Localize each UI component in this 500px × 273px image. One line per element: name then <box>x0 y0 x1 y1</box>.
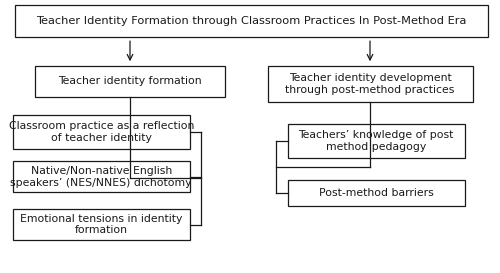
FancyBboxPatch shape <box>15 5 488 37</box>
FancyBboxPatch shape <box>268 66 472 102</box>
Text: Post-method barriers: Post-method barriers <box>319 188 434 198</box>
FancyBboxPatch shape <box>288 180 465 206</box>
Text: Emotional tensions in identity
formation: Emotional tensions in identity formation <box>20 214 182 235</box>
FancyBboxPatch shape <box>12 161 190 192</box>
FancyBboxPatch shape <box>35 66 225 97</box>
Text: Teacher Identity Formation through Classroom Practices In Post-Method Era: Teacher Identity Formation through Class… <box>36 16 467 26</box>
Text: Native/Non-native English
speakers’ (NES/NNES) dichotomy: Native/Non-native English speakers’ (NES… <box>10 166 192 188</box>
FancyBboxPatch shape <box>288 124 465 158</box>
FancyBboxPatch shape <box>12 209 190 240</box>
Text: Classroom practice as a reflection
of teacher identity: Classroom practice as a reflection of te… <box>8 121 194 143</box>
Text: Teacher identity development
through post-method practices: Teacher identity development through pos… <box>286 73 454 95</box>
Text: Teacher identity formation: Teacher identity formation <box>58 76 202 86</box>
Text: Teachers’ knowledge of post
method pedagogy: Teachers’ knowledge of post method pedag… <box>298 130 454 152</box>
FancyBboxPatch shape <box>12 115 190 149</box>
